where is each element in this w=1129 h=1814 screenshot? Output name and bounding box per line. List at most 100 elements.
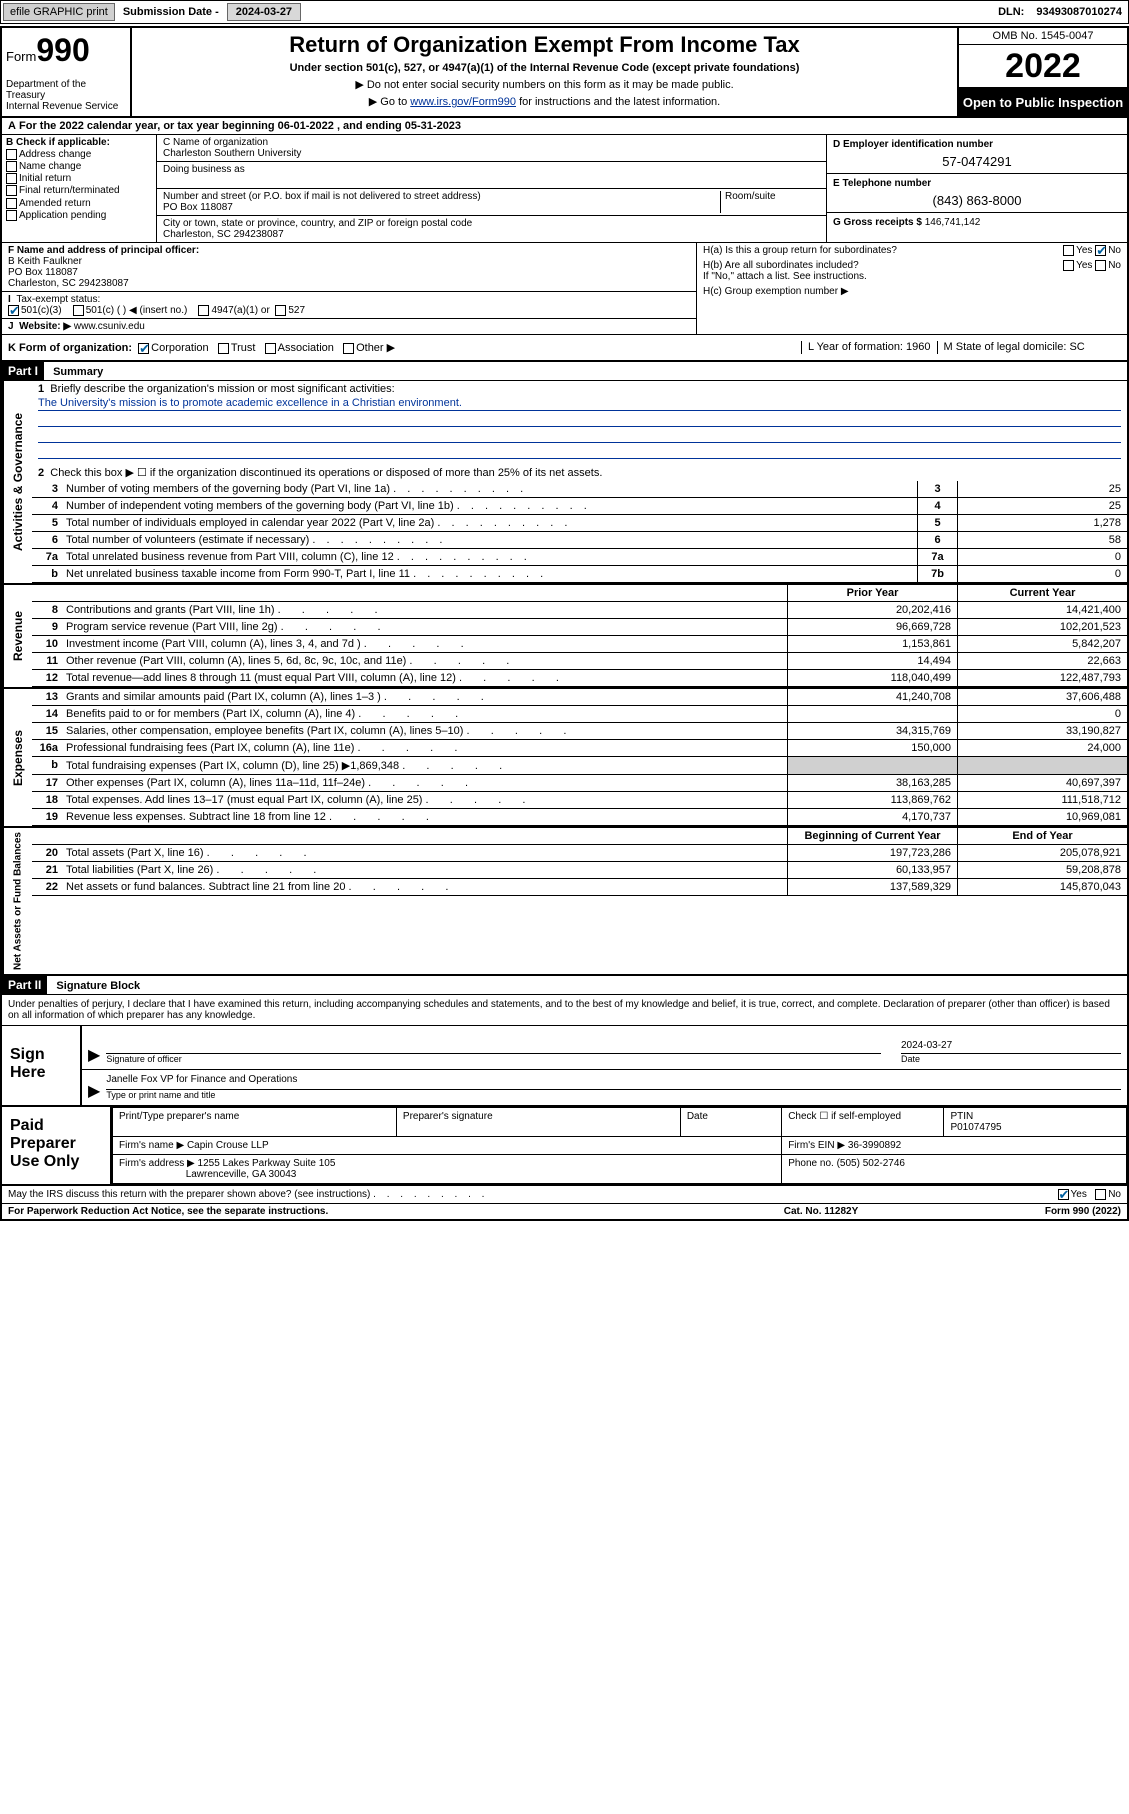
q1-text: Briefly describe the organization's miss… — [50, 383, 394, 395]
ha-yes[interactable] — [1063, 245, 1074, 256]
period-text: For the 2022 calendar year, or tax year … — [19, 120, 461, 132]
l-year: L Year of formation: 1960 — [801, 341, 937, 354]
line-9: 9Program service revenue (Part VIII, lin… — [32, 619, 1127, 636]
discuss-no[interactable] — [1095, 1189, 1106, 1200]
kopt-1[interactable] — [218, 343, 229, 354]
boxb-item-5[interactable]: Application pending — [6, 210, 152, 221]
dln-label: DLN: — [992, 4, 1030, 20]
officer-name: B Keith Faulkner — [8, 256, 82, 267]
cbox-527[interactable] — [275, 305, 286, 316]
line-12: 12Total revenue—add lines 8 through 11 (… — [32, 670, 1127, 687]
sign-date: 2024-03-27 — [901, 1030, 1121, 1054]
prep-h4b: PTIN — [950, 1111, 973, 1122]
q2-text: Check this box ▶ ☐ if the organization d… — [50, 467, 602, 479]
part-i-title: Summary — [47, 364, 109, 380]
website-value: www.csuniv.edu — [74, 321, 145, 332]
form-number: 990 — [36, 32, 89, 68]
officer-addr1: PO Box 118087 — [8, 267, 78, 278]
firm-name: Capin Crouse LLP — [187, 1140, 269, 1151]
footer-left: For Paperwork Reduction Act Notice, see … — [8, 1206, 721, 1217]
part-i-bar: Part I — [2, 362, 44, 380]
hb-yes[interactable] — [1063, 260, 1074, 271]
tax-status-label: Tax-exempt status: — [16, 294, 100, 305]
kopt-3[interactable] — [343, 343, 354, 354]
submission-label: Submission Date - — [117, 4, 225, 20]
discuss-no-label: No — [1108, 1189, 1121, 1200]
tax-year: 2022 — [959, 45, 1127, 89]
ein-label: D Employer identification number — [833, 139, 993, 150]
firm-name-label: Firm's name ▶ — [119, 1140, 184, 1151]
phone-value: (843) 863-8000 — [833, 193, 1121, 208]
discuss-text: May the IRS discuss this return with the… — [8, 1189, 370, 1200]
form-header: Form990 Department of the Treasury Inter… — [2, 28, 1127, 118]
box-de: D Employer identification number 57-0474… — [827, 135, 1127, 242]
cbox-501c[interactable] — [73, 305, 84, 316]
officer-addr2: Charleston, SC 294238087 — [8, 278, 129, 289]
firm-ein-label: Firm's EIN ▶ — [788, 1140, 845, 1151]
firm-phone: (505) 502-2746 — [837, 1158, 905, 1169]
ha-no[interactable] — [1095, 245, 1106, 256]
boxb-item-4[interactable]: Amended return — [6, 198, 152, 209]
q1-num: 1 — [38, 383, 44, 395]
header-right: OMB No. 1545-0047 2022 Open to Public In… — [957, 28, 1127, 116]
phone-label: E Telephone number — [833, 178, 931, 189]
boxb-item-2[interactable]: Initial return — [6, 173, 152, 184]
firm-ein: 36-3990892 — [848, 1140, 901, 1151]
footer-right: Form 990 (2022) — [921, 1206, 1121, 1217]
discuss-yes[interactable] — [1058, 1189, 1069, 1200]
sign-here-label: Sign Here — [2, 1026, 82, 1105]
period-prefix: A — [8, 120, 16, 132]
part-i-header: Part I Summary — [2, 362, 1127, 381]
line-b: bTotal fundraising expenses (Part IX, co… — [32, 757, 1127, 775]
footer-mid: Cat. No. 11282Y — [721, 1206, 921, 1217]
opt-4947: 4947(a)(1) or — [211, 305, 269, 316]
gross-value: 146,741,142 — [925, 217, 981, 228]
omb-number: OMB No. 1545-0047 — [959, 28, 1127, 45]
ha-label: H(a) Is this a group return for subordin… — [703, 245, 897, 256]
boxb-item-3[interactable]: Final return/terminated — [6, 185, 152, 196]
line-14: 14Benefits paid to or for members (Part … — [32, 706, 1127, 723]
current-year-hdr: Current Year — [957, 585, 1127, 601]
street-label: Number and street (or P.O. box if mail i… — [163, 191, 481, 202]
kopt-2[interactable] — [265, 343, 276, 354]
signature-block: Under penalties of perjury, I declare th… — [2, 995, 1127, 1107]
boxb-item-0[interactable]: Address change — [6, 149, 152, 160]
prep-h1: Print/Type preparer's name — [113, 1108, 397, 1137]
org-name: Charleston Southern University — [163, 148, 301, 159]
ha-yes-label: Yes — [1076, 245, 1092, 256]
prep-h3: Date — [680, 1108, 781, 1137]
opt-527: 527 — [288, 305, 305, 316]
note2-post: for instructions and the latest informat… — [516, 96, 720, 108]
discuss-row: May the IRS discuss this return with the… — [2, 1186, 1127, 1204]
irs-link[interactable]: www.irs.gov/Form990 — [410, 96, 516, 108]
room-label: Room/suite — [725, 191, 776, 202]
inspection-badge: Open to Public Inspection — [959, 89, 1127, 116]
boy-hdr: Beginning of Current Year — [787, 828, 957, 844]
k-label: K Form of organization: — [8, 342, 132, 354]
boxb-item-1[interactable]: Name change — [6, 161, 152, 172]
vlabel-netassets: Net Assets or Fund Balances — [2, 828, 32, 974]
officer-name-label: Type or print name and title — [106, 1090, 215, 1100]
declaration-text: Under penalties of perjury, I declare th… — [2, 995, 1127, 1026]
name-label: C Name of organization — [163, 137, 268, 148]
q2-num: 2 — [38, 467, 44, 479]
sign-arrow-icon2: ▶ — [88, 1081, 100, 1101]
sumline-5: 5Total number of individuals employed in… — [32, 515, 1127, 532]
section-netassets: Net Assets or Fund Balances Beginning of… — [2, 828, 1127, 976]
website-label: Website: ▶ — [19, 321, 71, 332]
cbox-501c3[interactable] — [8, 305, 19, 316]
line-20: 20Total assets (Part X, line 16) . . . .… — [32, 845, 1127, 862]
hb-no[interactable] — [1095, 260, 1106, 271]
hb-note: If "No," attach a list. See instructions… — [703, 271, 867, 282]
fgh-block: F Name and address of principal officer:… — [2, 243, 1127, 335]
kopt-0[interactable] — [138, 343, 149, 354]
opt-501c: 501(c) ( ) ◀ (insert no.) — [86, 305, 188, 316]
form-label: Form — [6, 49, 36, 64]
eoy-hdr: End of Year — [957, 828, 1127, 844]
cbox-4947[interactable] — [198, 305, 209, 316]
dln-value: 93493087010274 — [1030, 4, 1128, 20]
submission-date: 2024-03-27 — [227, 3, 301, 21]
efile-button[interactable]: efile GRAPHIC print — [3, 3, 115, 21]
hb-label: H(b) Are all subordinates included? — [703, 260, 859, 271]
sign-arrow-icon: ▶ — [88, 1045, 100, 1065]
